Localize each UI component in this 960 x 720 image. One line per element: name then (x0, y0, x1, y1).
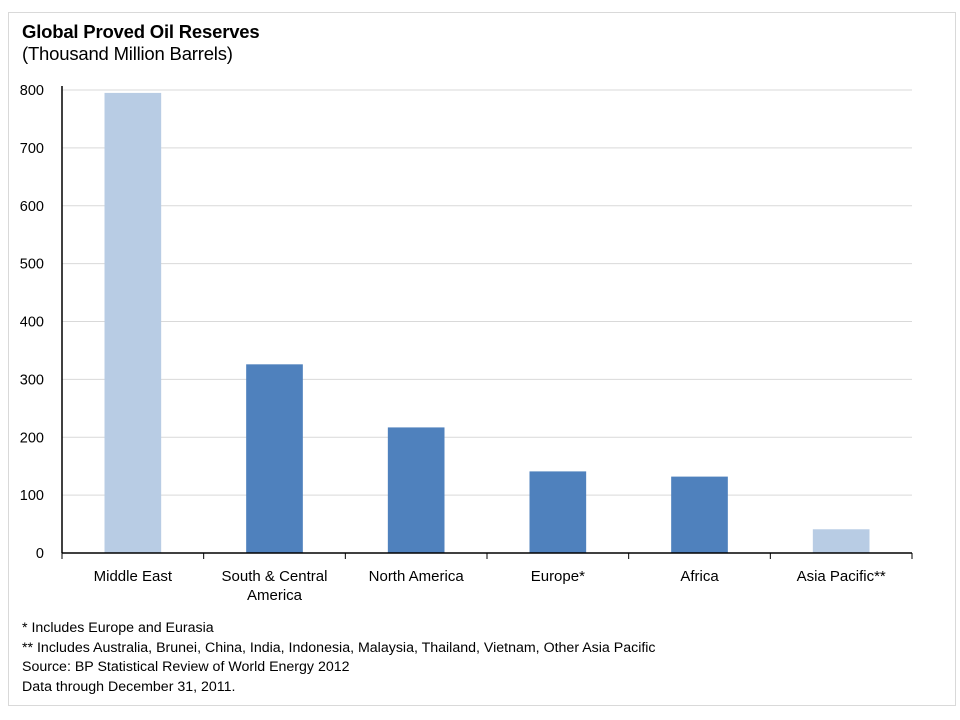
y-tick-label: 100 (20, 488, 44, 504)
x-category-label: North America (369, 568, 465, 585)
x-category-label-line: South & Central (222, 568, 328, 585)
x-category-label: Europe* (531, 568, 585, 585)
x-category-label: South & Central America (222, 568, 328, 604)
chart-frame (8, 12, 956, 706)
bar (671, 476, 728, 553)
footnote-source: Source: BP Statistical Review of World E… (22, 659, 350, 675)
y-tick-label: 700 (20, 141, 44, 157)
x-category-label-line: Asia Pacific** (797, 568, 886, 585)
bar (387, 427, 445, 553)
x-category-label-line: North America (369, 568, 465, 585)
y-tick-label: 600 (20, 199, 44, 215)
gridlines (62, 89, 912, 496)
y-tick-labels: 0 100 200 300 400 500 600 700 800 (20, 83, 44, 562)
chart-subtitle: (Thousand Million Barrels) (22, 43, 233, 64)
chart-title: Global Proved Oil Reserves (22, 21, 260, 42)
x-category-label: Asia Pacific** (797, 568, 886, 585)
x-category-label: Africa (680, 568, 719, 585)
footnote-data-date: Data through December 31, 2011. (22, 678, 236, 695)
y-tick-label: 0 (36, 546, 44, 562)
bar (529, 471, 587, 553)
x-category-label: Middle East (94, 568, 173, 585)
y-tick-label: 200 (20, 430, 44, 446)
x-category-label-line: Europe* (531, 568, 585, 585)
y-tick-label: 300 (20, 372, 44, 388)
x-category-label-line: Middle East (94, 568, 173, 585)
y-tick-label: 500 (20, 257, 44, 273)
bars (104, 92, 870, 554)
footnotes: * Includes Europe and Eurasia ** Include… (22, 619, 656, 697)
x-category-label-line: America (247, 587, 303, 604)
axes (61, 86, 913, 559)
y-tick-label: 800 (20, 83, 44, 99)
bar (104, 92, 162, 554)
y-tick-label: 400 (20, 315, 44, 331)
x-category-labels: Middle East South & Central America North A… (94, 568, 886, 604)
bar (246, 364, 303, 553)
x-category-label-line: Africa (680, 568, 719, 585)
bar (812, 529, 870, 553)
footnote-europe: * Includes Europe and Eurasia (22, 620, 214, 636)
footnote-asia-pacific: ** Includes Australia, Brunei, China, In… (22, 639, 656, 656)
